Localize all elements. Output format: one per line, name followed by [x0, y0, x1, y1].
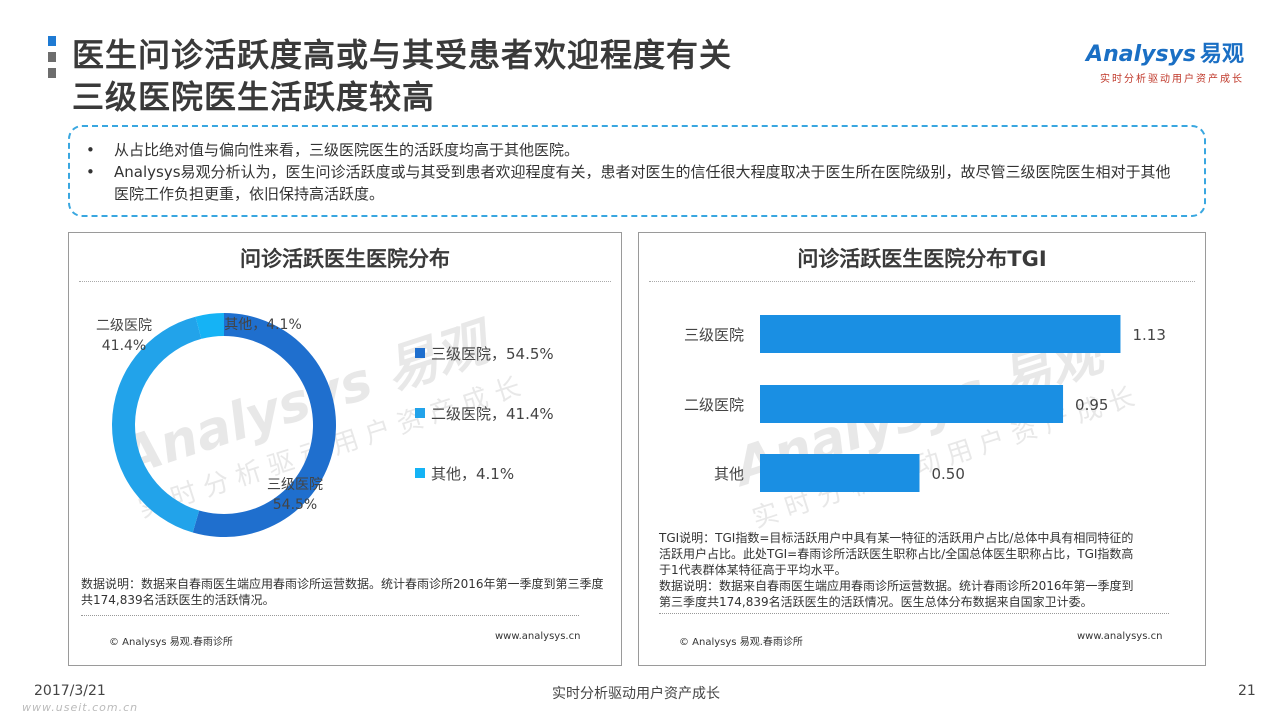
tgi-note-line-3: 于1代表群体某特征高于平均水平。: [659, 563, 847, 577]
tgi-bar-tier2: [760, 385, 1064, 423]
logo-mark: A: [1086, 42, 1104, 67]
summary-bullet-1: 从占比绝对值与偏向性来看，三级医院医生的活跃度均高于其他医院。: [84, 139, 1184, 161]
page-title-line-1: 医生问诊活跃度高或与其受患者欢迎程度有关: [72, 36, 733, 74]
tgi-bar-tier3: [760, 315, 1121, 353]
tgi-note-line-2: 活跃用户占比。此处TGI=春雨诊所活跃医生职称占比/全国总体医生职称占比，TGI…: [659, 547, 1134, 561]
tgi-chart-title: 问诊活跃医生医院分布TGI: [797, 247, 1047, 271]
tgi-category-label-tier2: 二级医院: [684, 396, 744, 414]
slice-category-label-tier3: 三级医院: [267, 477, 323, 493]
legend-label-tier2: 二级医院，41.4%: [431, 404, 554, 423]
donut-slice-tier3: [192, 313, 337, 537]
legend-label-tier3: 三级医院，54.5%: [431, 344, 554, 363]
analysys-logo: Analysys 易观 实时分析驱动用户资产成长: [1082, 36, 1244, 85]
distribution-chart-title: 问诊活跃医生医院分布: [240, 247, 450, 271]
copyright: © Analysys 易观.春雨诊所: [679, 637, 803, 648]
source-watermark: www.useit.com.cn: [22, 701, 139, 714]
tgi-note-line-5: 第三季度共174,839名活跃医生的活跃情况。医生总体分布数据来自国家卫计委。: [659, 595, 1093, 609]
tgi-category-label-other: 其他: [714, 465, 744, 483]
summary-list: 从占比绝对值与偏向性来看，三级医院医生的活跃度均高于其他医院。 Analysys…: [84, 139, 1184, 205]
donut-slice-tier2: [112, 316, 202, 533]
summary-box: 从占比绝对值与偏向性来看，三级医院医生的活跃度均高于其他医院。 Analysys…: [68, 125, 1206, 217]
tgi-panel: 问诊活跃医生医院分布TGI Analysys 易观 实时分析驱动用户资产成长 三…: [638, 232, 1206, 666]
note-divider: [81, 615, 579, 616]
slice-value-label-tier3: 54.5%: [273, 497, 317, 513]
legend-swatch-tier3: [415, 348, 425, 358]
slice-category-label-tier2: 二级医院: [96, 318, 152, 334]
tgi-value-label-tier3: 1.13: [1132, 326, 1165, 344]
donut-chart: 三级医院 54.5% 二级医院 41.4% 其他，4.1%: [96, 313, 337, 537]
tgi-note-line-1: TGI说明：TGI指数=目标活跃用户中具有某一特征的活跃用户占比/总体中具有相同…: [659, 531, 1134, 545]
legend-swatch-other: [415, 468, 425, 478]
legend-item-tier2: 二级医院，41.4%: [415, 403, 554, 423]
distribution-panel: 问诊活跃医生医院分布 Analysys 易观 实时分析驱动用户资产成长 三级医院…: [68, 232, 622, 666]
copyright: © Analysys 易观.春雨诊所: [109, 637, 233, 648]
legend-item-other: 其他，4.1%: [415, 463, 554, 483]
logo-tagline: 实时分析驱动用户资产成长: [1100, 74, 1244, 85]
tgi-note: TGI说明：TGI指数=目标活跃用户中具有某一特征的活跃用户占比/总体中具有相同…: [659, 530, 1189, 610]
legend-swatch-tier2: [415, 408, 425, 418]
footer-date: 2017/3/21: [34, 683, 106, 699]
donut-legend: 三级医院，54.5% 二级医院，41.4% 其他，4.1%: [415, 343, 554, 523]
page-number: 21: [1238, 683, 1256, 699]
logo-brand-cn: 易观: [1199, 42, 1244, 67]
site-url: www.analysys.cn: [495, 631, 581, 642]
slice-value-label-tier2: 41.4%: [102, 338, 146, 354]
tgi-bar-chart: 三级医院 1.13 二级医院 0.95 其他 0.50: [684, 315, 1166, 492]
page-title-line-2: 三级医院医生活跃度较高: [72, 78, 436, 116]
tgi-category-label-tier3: 三级医院: [684, 326, 744, 344]
title-divider: [649, 281, 1195, 282]
footer-slogan: 实时分析驱动用户资产成长: [552, 686, 720, 702]
site-url: www.analysys.cn: [1077, 631, 1163, 642]
summary-bullet-2: Analysys易观分析认为，医生问诊活跃度或与其受到患者欢迎程度有关，患者对医…: [84, 161, 1184, 205]
legend-label-other: 其他，4.1%: [431, 464, 515, 483]
legend-item-tier3: 三级医院，54.5%: [415, 343, 554, 363]
title-divider: [79, 281, 611, 282]
note-divider: [659, 613, 1169, 614]
tgi-note-line-4: 数据说明：数据来自春雨医生端应用春雨诊所运营数据。统计春雨诊所2016年第一季度…: [659, 579, 1134, 593]
slice-category-label-other: 其他，4.1%: [224, 317, 302, 333]
data-note: 数据说明：数据来自春雨医生端应用春雨诊所运营数据。统计春雨诊所2016年第一季度…: [81, 577, 604, 607]
donut-slice-other: [195, 313, 224, 339]
logo-brand: nalysys: [1103, 42, 1196, 67]
page-title: 医生问诊活跃度高或与其受患者欢迎程度有关 三级医院医生活跃度较高: [72, 34, 732, 118]
logo-wordmark: Analysys 易观: [1082, 36, 1244, 68]
tgi-value-label-tier2: 0.95: [1075, 396, 1108, 414]
title-accent-bar: [48, 36, 56, 80]
tgi-value-label-other: 0.50: [932, 465, 965, 483]
tgi-bar-other: [760, 454, 920, 492]
